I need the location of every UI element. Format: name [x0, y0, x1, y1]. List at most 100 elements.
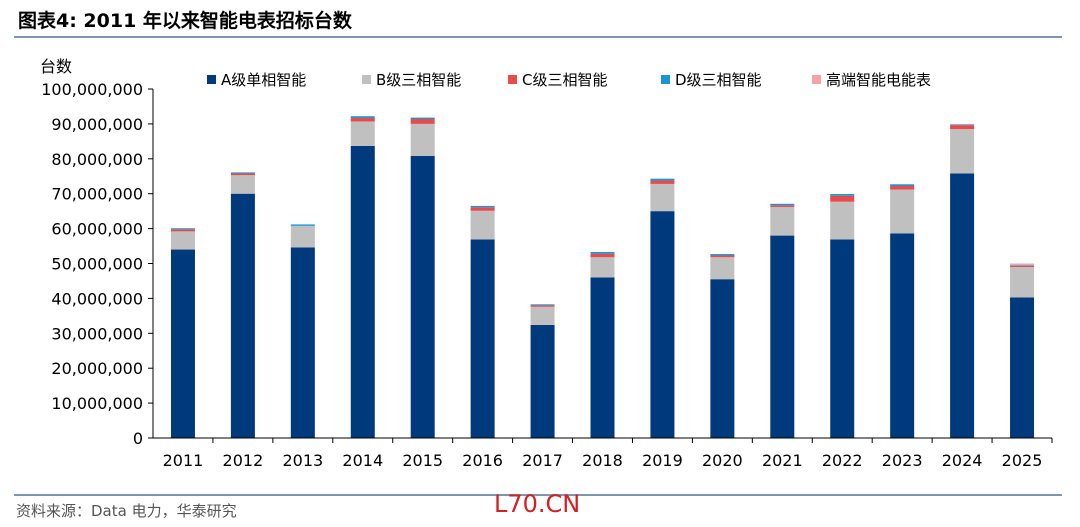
bar-segment [170, 231, 195, 250]
bar-segment [830, 239, 855, 438]
bottom-rule [14, 494, 1062, 496]
bar-segment [530, 324, 555, 438]
bar-segment [710, 257, 735, 280]
legend: A级单相智能 B级三相智能 C级三相智能 D级三相智能 高端智能电能表 [207, 71, 931, 89]
bar-segment [230, 175, 255, 194]
bar-segment [170, 229, 195, 232]
bar-segment [1010, 265, 1035, 267]
y-tick-label: 90,000,000 [51, 115, 143, 134]
bar-segment [530, 306, 555, 325]
y-tick-label: 80,000,000 [51, 150, 143, 169]
bar-segment [170, 228, 195, 230]
bar-segment [890, 186, 915, 190]
x-tick-label: 2020 [702, 451, 743, 470]
x-tick-label: 2011 [163, 451, 204, 470]
legend-swatch [207, 75, 216, 84]
top-rule [14, 36, 1062, 38]
bar-segment [950, 125, 975, 130]
y-tick-label: 0 [133, 429, 143, 448]
x-tick-label: 2025 [1002, 451, 1043, 470]
y-tick-label: 60,000,000 [51, 220, 143, 239]
x-tick-label: 2015 [402, 451, 443, 470]
legend-swatch [362, 75, 371, 84]
bar-segment [830, 195, 855, 202]
bar-segment [650, 180, 675, 184]
bar-segment [770, 235, 795, 438]
bar-segment [770, 205, 795, 207]
x-tick-label: 2024 [942, 451, 983, 470]
bar-segment [590, 277, 615, 438]
bar-segment [290, 247, 315, 438]
y-tick-label: 50,000,000 [51, 255, 143, 274]
x-tick-label: 2016 [462, 451, 503, 470]
legend-item: B级三相智能 [362, 71, 461, 89]
bar-segment [650, 183, 675, 212]
bar-segment [770, 206, 795, 236]
legend-item: D级三相智能 [661, 71, 762, 89]
source-note: 资料来源：Data 电力，华泰研究 [16, 502, 237, 520]
bar-segment [230, 172, 255, 174]
bar-segment [590, 253, 615, 258]
bar-segment [950, 173, 975, 438]
bar-segment [650, 211, 675, 438]
watermark: L70.CN [494, 490, 581, 518]
bar-segment [290, 225, 315, 248]
bar-segment [470, 205, 495, 208]
bar-segment [950, 129, 975, 174]
bar-segment [950, 123, 975, 125]
bar-segment [350, 145, 375, 438]
bar-segment [890, 233, 915, 438]
legend-label: D级三相智能 [675, 71, 762, 89]
x-tick-label: 2021 [762, 451, 803, 470]
bar-segment [350, 116, 375, 118]
bar-segment [470, 207, 495, 211]
page-title: 图表4: 2011 年以来智能电表招标台数 [18, 10, 352, 32]
bar-segment [410, 117, 435, 120]
y-tick-label: 30,000,000 [51, 324, 143, 343]
y-axis-ticks: 0 10,000,000 20,000,000 30,000,000 40,000,00… [41, 80, 153, 448]
bar-segment [1010, 263, 1035, 266]
y-tick-label: 100,000,000 [41, 80, 143, 99]
bars [170, 116, 1035, 438]
x-tick-label: 2013 [282, 451, 323, 470]
y-tick-label: 10,000,000 [51, 394, 143, 413]
x-tick-label: 2018 [582, 451, 623, 470]
bar-segment [1010, 266, 1035, 298]
legend-item: C级三相智能 [508, 71, 607, 89]
bar-segment [290, 224, 315, 226]
x-tick-label: 2012 [223, 451, 264, 470]
y-tick-label: 20,000,000 [51, 359, 143, 378]
bar-segment [1010, 297, 1035, 438]
bar-segment [590, 251, 615, 254]
legend-label: A级单相智能 [221, 71, 306, 89]
bar-segment [230, 173, 255, 176]
x-tick-label: 2019 [642, 451, 683, 470]
bar-segment [530, 305, 555, 307]
x-tick-label: 2023 [882, 451, 923, 470]
x-tick-label: 2017 [522, 451, 563, 470]
bar-segment [530, 304, 555, 306]
bar-segment [650, 178, 675, 181]
bar-segment [890, 184, 915, 187]
legend-item: A级单相智能 [207, 71, 306, 89]
x-tick-label: 2022 [822, 451, 863, 470]
bar-segment [710, 254, 735, 256]
bar-segment [170, 249, 195, 438]
x-tick-label: 2014 [342, 451, 383, 470]
bar-segment [890, 189, 915, 234]
bar-segment [710, 255, 735, 258]
legend-label: C级三相智能 [522, 71, 607, 89]
bar-segment [230, 193, 255, 438]
bar-segment [830, 201, 855, 240]
bar-segment [410, 156, 435, 438]
legend-item: 高端智能电能表 [812, 71, 931, 89]
bar-segment [410, 123, 435, 157]
y-axis-label: 台数 [40, 57, 72, 76]
bar-segment [710, 279, 735, 438]
legend-swatch [661, 75, 670, 84]
legend-swatch [812, 75, 821, 84]
legend-swatch [508, 75, 517, 84]
x-axis-ticks: 2011 2012 2013 2014 2015 2016 2017 2018 2019 2020… [163, 438, 1053, 470]
bar-segment [830, 194, 855, 196]
